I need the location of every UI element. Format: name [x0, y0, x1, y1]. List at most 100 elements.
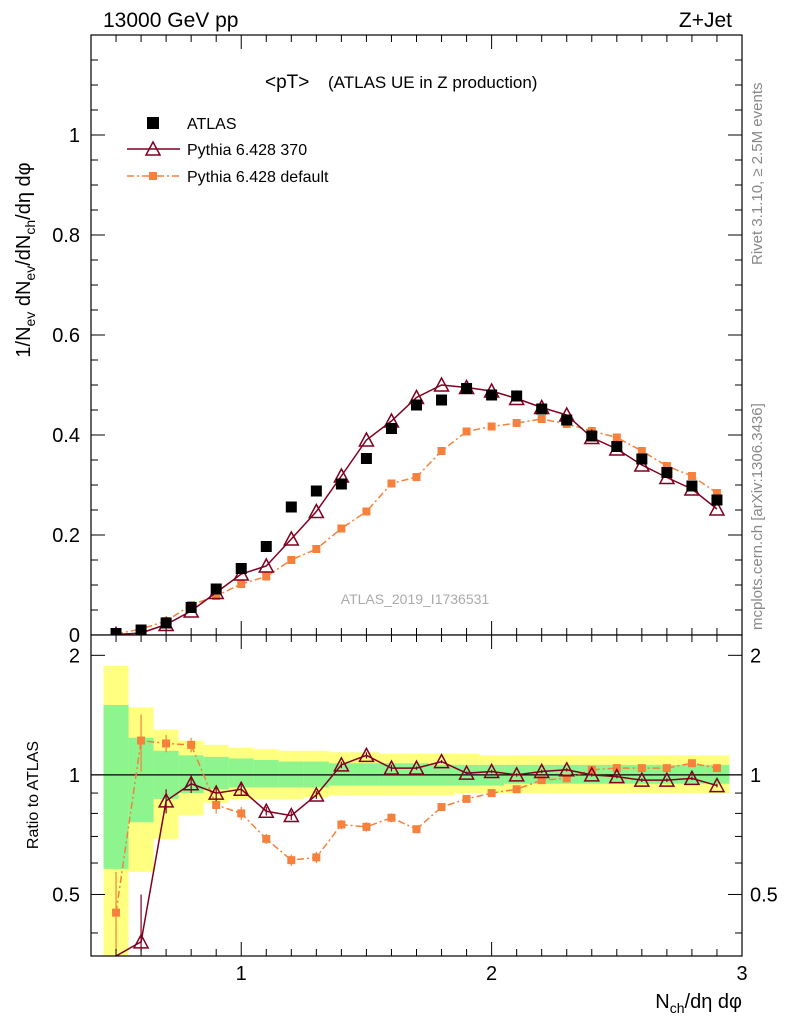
- ratio-pythia370-point: [358, 746, 375, 763]
- ratio-y-tick-label-right: 0.5: [750, 884, 778, 906]
- ratio-pythia370-point: [333, 756, 350, 772]
- atlas-data-point: [385, 423, 397, 434]
- ratio-pythia370-point: [558, 761, 575, 777]
- ratio-pythia370-point: [683, 769, 701, 786]
- pythia-default-point: [637, 447, 646, 455]
- ratio-band-inner: [604, 764, 630, 784]
- ratio-pythia-default-point: [687, 759, 696, 768]
- ratio-pythia370-point: [633, 771, 651, 787]
- pythia-default-point: [212, 592, 221, 600]
- atlas-data-point: [586, 430, 598, 442]
- pythia370-point: [433, 376, 450, 392]
- plot-subtitle: (ATLAS UE in Z production): [328, 73, 537, 92]
- plot-title: <pT>: [265, 72, 309, 93]
- ratio-band-inner: [704, 764, 730, 784]
- legend-pythia370-label: Pythia 6.428 370: [187, 142, 307, 159]
- atlas-data-point: [661, 467, 673, 478]
- ratio-pythia370-point: [533, 762, 550, 779]
- ratio-pythia370-point: [658, 771, 676, 787]
- ratio-data-series: [112, 714, 726, 957]
- ratio-pythia-default-point: [637, 764, 646, 773]
- ratio-pythia370-point: [408, 759, 425, 775]
- ratio-y-tick-label-left: 0.5: [52, 884, 80, 906]
- atlas-data-point: [411, 399, 422, 411]
- pythia-default-point: [487, 422, 496, 431]
- legend: ATLAS Pythia 6.428 370 Pythia 6.428 defa…: [127, 116, 329, 186]
- ratio-pythia370-point: [483, 762, 500, 779]
- main-data-series: [107, 376, 726, 642]
- atlas-data-point: [185, 602, 197, 613]
- ratio-pythia-default-point: [137, 736, 146, 745]
- pythia-default-point: [687, 472, 696, 480]
- ratio-pythia370-point: [608, 768, 626, 784]
- atlas-data-point: [461, 383, 473, 394]
- ratio-pythia-default-point: [537, 776, 546, 785]
- atlas-data-point: [335, 478, 347, 490]
- ratio-pythia370-point: [132, 933, 150, 949]
- ratio-panel: 0.5 0.5 1 1 2 2 1 2 3 Ratio to ATLAS Nch/dη dφ: [25, 634, 778, 1016]
- main-plot-frame: [90, 34, 743, 636]
- pythia-default-point: [412, 473, 421, 481]
- pythia-default-point: [337, 524, 346, 533]
- atlas-data-point: [611, 441, 623, 452]
- ratio-pythia370-point: [508, 766, 525, 782]
- analysis-id-label: ATLAS_2019_I1736531: [341, 591, 490, 607]
- pythia-default-point: [262, 572, 271, 581]
- main-y-axis-label: 1/Nev dNev/dNch/dη dφ: [13, 162, 38, 357]
- atlas-data-point: [235, 563, 247, 574]
- ratio-pythia370-point: [583, 766, 601, 782]
- atlas-data-point: [260, 541, 272, 552]
- header-left-title: 13000 GeV pp: [103, 9, 238, 32]
- ratio-pythia-default-point: [112, 908, 121, 917]
- ratio-pythia370-point: [157, 792, 175, 808]
- ratio-y-tick-label-left: 1: [69, 765, 80, 787]
- ratio-pythia-default-point: [237, 809, 246, 818]
- main-y-tick-label: 0.4: [52, 425, 80, 447]
- ratio-pythia-default-point: [187, 740, 196, 749]
- legend-pythia-default-label: Pythia 6.428 default: [187, 169, 329, 186]
- x-tick-label: 1: [236, 963, 247, 985]
- legend-atlas-label: ATLAS: [187, 116, 237, 133]
- ratio-pythia-default-point: [662, 764, 671, 773]
- ratio-pythia370-point: [232, 780, 250, 797]
- main-axis-ticks: 0 0.2 0.4 0.6 0.8 1: [52, 34, 743, 647]
- ratio-pythia370-point: [458, 764, 475, 780]
- main-panel: 0 0.2 0.4 0.6 0.8 1 <pT> (ATLAS UE in Z produ…: [13, 34, 743, 647]
- ratio-pythia-default-point: [487, 789, 496, 798]
- atlas-data-point: [636, 453, 648, 465]
- atlas-data-point: [486, 389, 498, 401]
- rivet-version-label: Rivet 3.1.10, ≥ 2.5M events: [749, 83, 766, 266]
- ratio-pythia-default-point: [162, 739, 171, 748]
- ratio-pythia-default-point: [387, 813, 396, 822]
- pythia370-point: [283, 530, 300, 546]
- atlas-data-point: [135, 624, 147, 636]
- ratio-pythia-default-point: [437, 803, 446, 812]
- atlas-data-point: [711, 494, 723, 506]
- ratio-pythia370-point: [433, 753, 450, 769]
- ratio-pythia370-point: [258, 802, 275, 818]
- atlas-data-point: [536, 403, 548, 415]
- legend-pythia370-marker: [144, 140, 162, 156]
- x-axis-label: Nch/dη dφ: [655, 991, 742, 1016]
- ratio-pythia-default-point: [587, 765, 596, 774]
- pythia-default-point: [237, 580, 246, 588]
- ratio-pythia370-point: [207, 784, 225, 800]
- ratio-pythia370-point: [283, 806, 300, 823]
- pythia-default-point: [612, 433, 621, 442]
- ratio-pythia-default-point: [362, 822, 371, 831]
- pythia-default-point: [362, 507, 371, 516]
- atlas-data-point: [436, 394, 448, 406]
- atlas-data-point: [210, 583, 222, 595]
- main-y-tick-label: 1: [69, 125, 80, 147]
- ratio-band-inner: [253, 760, 279, 788]
- ratio-pythia-default-point: [337, 820, 346, 829]
- mcplots-source-label: mcplots.cern.ch [arXiv:1306.3436]: [749, 403, 766, 630]
- pythia-default-point: [312, 545, 321, 553]
- ratio-axis-ticks: 0.5 0.5 1 1 2 2 1 2 3: [52, 635, 778, 985]
- ratio-pythia-default-point: [562, 774, 571, 783]
- pythia-default-point: [512, 419, 521, 427]
- atlas-data-point: [110, 628, 122, 639]
- main-y-tick-label: 0: [69, 625, 80, 647]
- ratio-pythia-default-point: [287, 856, 296, 865]
- ratio-pythia-default-point: [312, 853, 321, 862]
